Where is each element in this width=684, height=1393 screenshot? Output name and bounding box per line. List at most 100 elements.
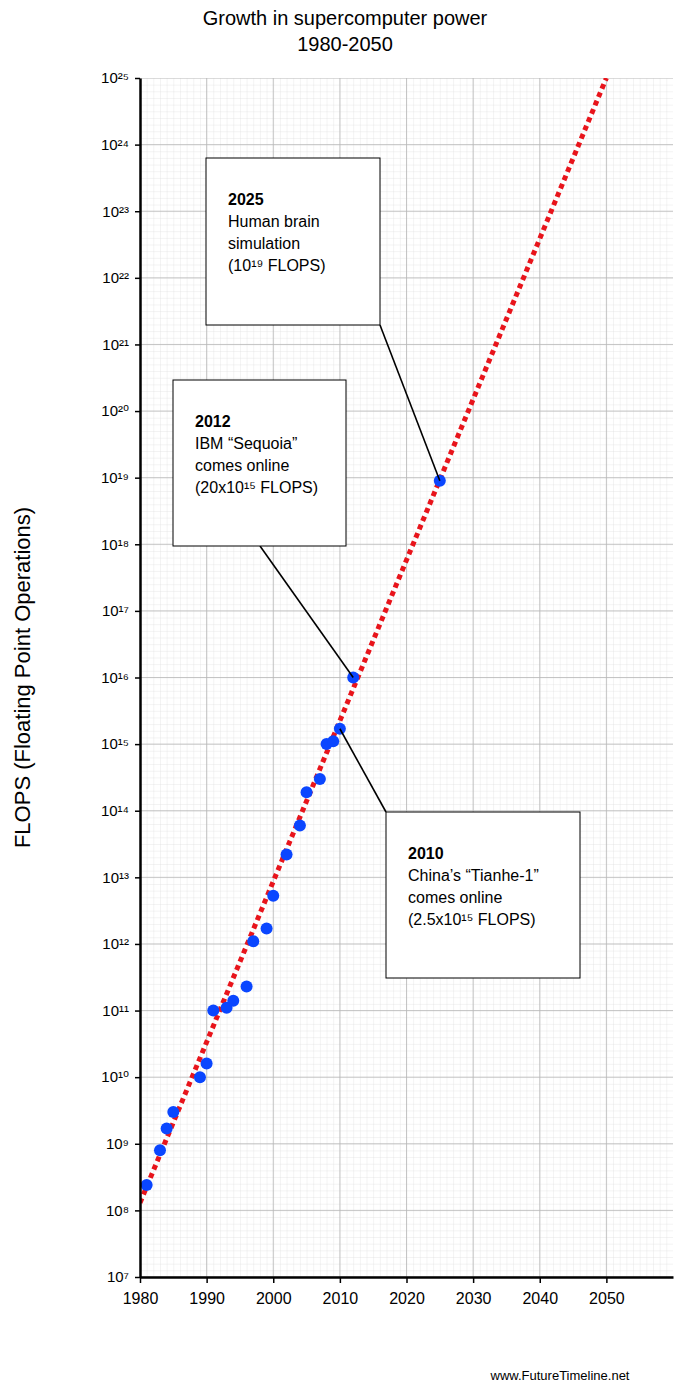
y-tick-label: 10¹⁷ (102, 602, 129, 619)
x-tick: 2030 (456, 1277, 492, 1307)
annotation-text: (20x10¹⁵ FLOPS) (195, 479, 318, 496)
data-point (247, 935, 259, 947)
y-tick-label: 10¹⁸ (101, 536, 129, 553)
y-grid-line (140, 1210, 673, 1211)
x-tick-label: 2030 (456, 1290, 492, 1307)
y-tick: 10⁹ (106, 1135, 140, 1152)
annotation-box (386, 812, 580, 978)
x-tick: 2050 (589, 1277, 625, 1307)
chart: Growth in supercomputer power1980-205019… (0, 0, 684, 1393)
y-tick: 10²⁰ (101, 402, 140, 419)
x-tick-label: 1990 (189, 1290, 225, 1307)
data-point (194, 1071, 206, 1083)
title: Growth in supercomputer power (203, 7, 488, 29)
annotation-year: 2025 (228, 191, 264, 208)
source: www.FutureTimeline.net (490, 1368, 630, 1383)
y-tick: 10¹³ (102, 869, 140, 886)
y-tick-mark (135, 810, 140, 812)
y-tick-label: 10²⁰ (101, 402, 129, 419)
y-tick: 10¹⁴ (101, 802, 140, 819)
plot-area (140, 78, 673, 1277)
minor-grid (140, 78, 673, 1277)
annotation-connector (340, 729, 386, 812)
y-tick-mark (135, 1010, 140, 1012)
y-tick-label: 10²⁴ (101, 136, 129, 153)
data-point (261, 923, 273, 935)
data-point (161, 1122, 173, 1134)
data-point (141, 1179, 153, 1191)
x-tick-label: 2050 (589, 1290, 625, 1307)
y-tick-label: 10¹² (102, 935, 129, 952)
y-grid-line (140, 744, 673, 745)
grid (140, 78, 673, 1277)
annotation-text: Human brain (228, 213, 320, 230)
y-grid-line (140, 610, 673, 611)
x-tick-mark (273, 1277, 275, 1283)
data-point (294, 819, 306, 831)
y-tick-mark (135, 1144, 140, 1146)
y-tick: 10¹² (102, 935, 140, 952)
data-point (281, 849, 293, 861)
y-axis: 10⁷ 10⁸ 10⁹ 10¹⁰ 10¹¹ 10¹² 10¹³ 10¹⁴ 10¹⁵ 10¹⁶ 10¹… (101, 69, 141, 1285)
y-grid-line (140, 677, 673, 678)
y-tick-label: 10¹⁰ (101, 1068, 129, 1085)
y-tick: 10¹⁷ (102, 602, 140, 619)
y-tick-mark (135, 344, 140, 346)
annotation-text: comes online (195, 457, 289, 474)
y-grid-line (140, 1077, 673, 1078)
annotation-year: 2010 (408, 845, 444, 862)
y-tick-label: 10²⁵ (101, 69, 129, 86)
data-point (301, 786, 313, 798)
annotation: 2012 IBM “Sequoia” comes online (20x10¹⁵ FL… (173, 380, 353, 678)
y-tick-label: 10⁹ (106, 1135, 129, 1152)
y-tick-mark (135, 1077, 140, 1079)
y-grid-line (140, 1143, 673, 1144)
data-point (327, 735, 339, 747)
x-tick-mark (473, 1277, 475, 1283)
y-tick: 10⁷ (107, 1268, 140, 1285)
y-tick: 10²⁵ (101, 69, 140, 86)
x-tick-label: 2040 (522, 1290, 558, 1307)
data-point (241, 980, 253, 992)
y-tick-label: 10²¹ (102, 336, 129, 353)
y-tick-label: 10¹⁶ (101, 669, 129, 686)
y-tick-label: 10²³ (102, 203, 129, 220)
data-point (314, 773, 326, 785)
y-tick-label: 10⁸ (106, 1202, 129, 1219)
y-tick: 10²³ (102, 203, 140, 220)
data-point (227, 995, 239, 1007)
data-point (167, 1106, 179, 1118)
x-tick-label: 2010 (323, 1290, 359, 1307)
x-axis: 19801990200020102020203020402050 (123, 1277, 674, 1307)
x-tick-mark (406, 1277, 408, 1283)
y-tick-label: 10¹⁹ (101, 469, 129, 486)
x-tick: 2010 (323, 1277, 359, 1307)
x-tick-mark (606, 1277, 608, 1283)
annotations: 2025Human brainsimulation(10¹⁹ FLOPS)201… (173, 158, 580, 978)
x-tick: 1990 (189, 1277, 225, 1307)
y-tick-mark (135, 544, 140, 546)
y-tick: 10¹⁰ (101, 1068, 140, 1085)
trend-line (140, 78, 606, 1203)
annotation: 2010China’s “Tianhe-1”comes online(2.5x1… (340, 729, 580, 978)
data-point (154, 1144, 166, 1156)
annotation-text: IBM “Sequoia” (195, 435, 297, 452)
data-point (201, 1058, 213, 1070)
y-tick: 10²⁴ (101, 136, 140, 153)
x-tick: 2040 (522, 1277, 558, 1307)
x-tick: 2000 (256, 1277, 292, 1307)
x-tick-mark (540, 1277, 542, 1283)
y-tick-mark (135, 477, 140, 479)
annotation-text: comes online (408, 889, 502, 906)
annotation-connector (260, 546, 353, 678)
y-tick: 10¹⁹ (101, 469, 140, 486)
y-tick-label: 10¹¹ (102, 1002, 129, 1019)
y-tick-mark (135, 278, 140, 280)
y-tick-label: 10¹⁵ (101, 735, 129, 752)
y-tick-label: 10¹⁴ (101, 802, 129, 819)
annotation-text: simulation (228, 235, 300, 252)
x-tick-label: 1980 (123, 1290, 159, 1307)
y-tick: 10¹⁵ (101, 735, 140, 752)
annotation-year: 2012 (195, 413, 231, 430)
annotation-box (206, 158, 380, 325)
